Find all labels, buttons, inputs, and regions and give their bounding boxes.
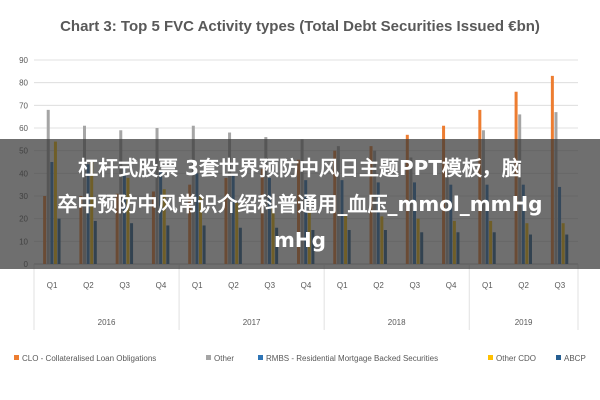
year-group-label: 2018 [388,318,406,327]
watermark-overlay-banner: 杠杆式股票 3套世界预防中风日主题PPT模板，脑 卒中预防中风常识介绍科普通用_… [0,139,600,269]
legend-swatch [556,355,561,360]
y-tick-label: 60 [19,124,28,133]
overlay-text-line-3: mHg [274,228,326,252]
year-group-label: 2016 [98,318,116,327]
x-tick-label: Q3 [119,281,130,290]
x-tick-label: Q2 [228,281,239,290]
legend-swatch [488,355,493,360]
x-tick-label: Q3 [555,281,566,290]
year-group-labels: 2016 2017 2018 2019 [33,264,579,330]
x-tick-label: Q2 [518,281,529,290]
year-group-label: 2019 [515,318,533,327]
chart-title: Chart 3: Top 5 FVC Activity types (Total… [60,18,540,35]
x-tick-label: Q1 [337,281,348,290]
x-tick-label: Q2 [83,281,94,290]
x-tick-label: Q3 [409,281,420,290]
legend-label: Other CDO [496,354,536,363]
x-tick-label: Q2 [373,281,384,290]
x-tick-label: Q4 [301,281,312,290]
legend: CLO - Collateralised Loan Obligations Oth… [14,354,586,363]
x-tick-label: Q1 [482,281,493,290]
legend-label: ABCP [564,354,586,363]
overlay-text-line-1: 杠杆式股票 3套世界预防中风日主题PPT模板，脑 [78,156,522,180]
y-tick-label: 70 [19,101,28,110]
legend-label: Other [214,354,234,363]
legend-swatch [206,355,211,360]
x-tick-label: Q4 [156,281,167,290]
x-tick-label: Q1 [192,281,203,290]
y-tick-label: 80 [19,79,28,88]
x-tick-label: Q4 [446,281,457,290]
x-tick-label: Q3 [264,281,275,290]
x-axis-tick-labels: Q1 Q2 Q3 Q4 Q1 Q2 Q3 Q4 Q1 Q2 Q3 Q4 Q1 Q2 Q3 [47,281,566,290]
legend-swatch [258,355,263,360]
overlay-text-line-2: 卒中预防中风常识介绍科普通用_血压_mmol_mmHg [57,192,543,216]
legend-label: CLO - Collateralised Loan Obligations [22,354,156,363]
x-tick-label: Q1 [47,281,58,290]
year-group-label: 2017 [243,318,261,327]
y-tick-label: 90 [19,56,28,65]
legend-label: RMBS - Residential Mortgage Backed Secur… [266,354,438,363]
legend-swatch [14,355,19,360]
